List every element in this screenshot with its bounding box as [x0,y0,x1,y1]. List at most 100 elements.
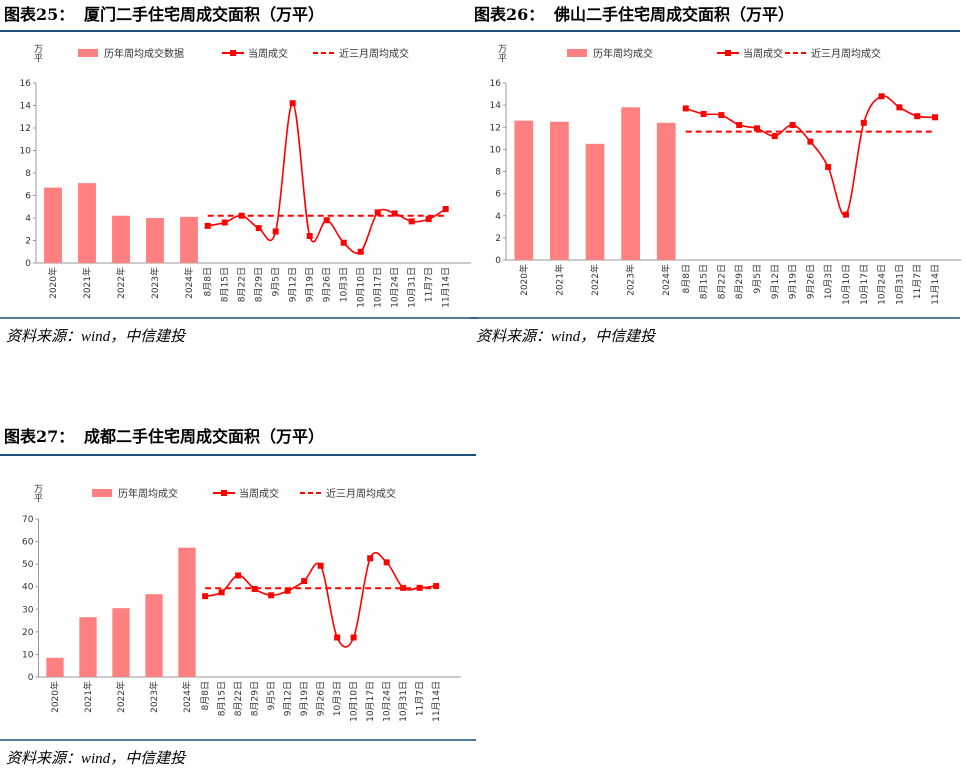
legend-label: 历年周均成交数据 [104,47,184,60]
legend-marker [230,50,236,56]
marker [789,122,796,129]
y-tick-label: 20 [22,628,34,638]
marker [383,559,390,566]
x-tick-label: 9月12日 [288,267,299,302]
x-tick-label: 2022年 [115,267,127,299]
marker [235,572,242,579]
weekly-line [207,102,447,255]
marker [914,113,921,120]
marker [753,125,760,132]
marker [204,222,211,229]
x-tick-label: 2021年 [82,681,94,713]
x-tick-label: 9月19日 [299,681,310,716]
bar [79,617,97,677]
y-tick-label: 8 [495,168,501,178]
legend-label: 当周成交 [248,47,288,60]
bar [178,547,196,677]
source: 资料来源：wind，中信建投 [6,328,187,345]
x-tick-label: 2021年 [553,264,565,296]
y-tick-label: 4 [25,214,31,224]
y-tick-label: 4 [495,212,501,222]
y-tick-label: 6 [495,190,501,200]
x-tick-label: 9月12日 [770,264,781,299]
bar [514,120,534,260]
marker [771,133,778,140]
x-tick-label: 11月14日 [431,681,442,722]
bar [112,215,130,263]
x-tick-label: 2021年 [81,267,93,299]
x-tick-label: 10月24日 [877,264,888,305]
x-tick-label: 8月15日 [699,264,710,299]
y-tick-label: 6 [25,192,31,202]
y-tick-label: 16 [490,79,502,89]
marker [807,138,814,145]
y-tick-label: 12 [490,123,501,133]
x-tick-label: 2022年 [115,681,127,713]
y-axis-label: 万平 [496,44,507,63]
x-tick-label: 11月14日 [441,267,452,308]
bar [656,122,676,260]
bar [112,608,130,677]
legend-swatch [92,489,112,497]
marker [718,112,725,119]
x-tick-label: 2023年 [625,264,637,296]
y-tick-label: 10 [20,147,32,157]
legend-label: 历年周均成交 [118,487,178,500]
x-tick-label: 8月15日 [217,681,228,716]
marker [896,104,903,111]
source: 资料来源：wind，中信建投 [6,750,187,767]
panel: 图表26： 佛山二手住宅周成交面积（万平） 资料来源：wind，中信建投 万平 0 2 4 6… [470,5,962,345]
x-tick-label: 10月10日 [356,267,367,308]
marker [825,164,832,171]
x-tick-label: 10月24日 [390,267,401,308]
y-tick-label: 8 [25,169,31,179]
x-tick-label: 9月19日 [305,267,316,302]
x-tick-label: 8月8日 [681,264,692,293]
legend-marker [221,490,227,496]
marker [860,119,867,126]
x-tick-label: 2024年 [181,681,193,713]
x-tick-label: 2020年 [49,681,61,713]
x-tick-label: 9月5日 [752,264,763,293]
marker [400,584,407,591]
panel: 图表25： 厦门二手住宅周成交面积（万平） 资料来源：wind，中信建投 万平 0 2 4 6… [0,5,478,345]
x-tick-label: 8月15日 [220,267,231,302]
x-tick-label: 2020年 [47,267,59,299]
y-tick-label: 0 [25,259,31,269]
marker [334,634,341,641]
figure-title: 成都二手住宅周成交面积（万平） [84,427,324,446]
x-tick-label: 10月17日 [373,267,384,308]
x-tick-label: 10月31日 [894,264,905,305]
marker [682,105,689,112]
y-tick-label: 2 [495,234,501,244]
x-tick-label: 11月7日 [912,264,923,299]
marker [736,122,743,129]
legend-label: 当周成交 [743,47,783,60]
legend-label: 历年周均成交 [593,47,653,60]
marker [350,634,357,641]
x-tick-label: 11月7日 [415,681,426,716]
x-tick-label: 10月17日 [859,264,870,305]
bar [78,183,96,263]
marker [367,555,374,562]
panel: 图表27： 成都二手住宅周成交面积（万平） 资料来源：wind，中信建投 万平 0 10 2… [0,427,476,767]
y-tick-label: 50 [22,560,34,570]
x-tick-label: 10月3日 [339,267,350,302]
legend-label: 当周成交 [239,487,279,500]
x-tick-label: 9月26日 [805,264,816,299]
x-tick-label: 10月3日 [823,264,834,299]
y-tick-label: 0 [28,673,34,683]
x-tick-label: 8月22日 [233,681,244,716]
marker [221,219,228,226]
marker [408,218,415,225]
legend-swatch [78,49,98,57]
marker [255,225,262,232]
x-tick-label: 8月22日 [237,267,248,302]
marker [433,583,440,590]
x-tick-label: 8月29日 [734,264,745,299]
source: 资料来源：wind，中信建投 [476,328,657,345]
x-tick-label: 9月12日 [283,681,294,716]
x-tick-label: 8月22日 [716,264,727,299]
marker [268,592,275,599]
marker [442,206,449,212]
